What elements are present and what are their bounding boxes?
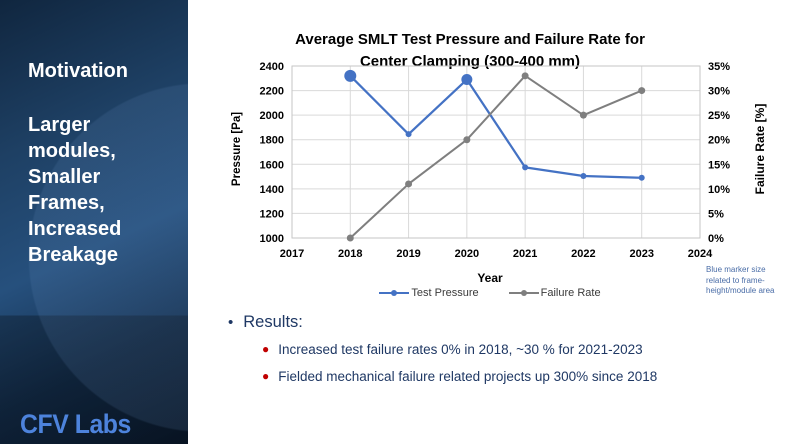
results-bullet-1-text: Increased test failure rates 0% in 2018,… (278, 342, 643, 357)
failure-rate-marker-icon (508, 290, 539, 296)
legend-label-test-pressure: Test Pressure (411, 287, 479, 299)
svg-text:10%: 10% (708, 184, 730, 196)
svg-text:2018: 2018 (338, 248, 362, 260)
gridlines (291, 65, 701, 239)
svg-text:1400: 1400 (260, 184, 284, 196)
svg-text:20%: 20% (708, 135, 730, 147)
y-axis-label-right: Failure Rate [%] (753, 103, 767, 195)
svg-text:2022: 2022 (571, 248, 595, 260)
test-pressure-series (344, 69, 645, 181)
sidebar-subheading: Larger modules, Smaller Frames, Increase… (28, 114, 122, 266)
legend-label-failure-rate: Failure Rate (540, 287, 601, 299)
chart-legend: Test Pressure Failure Rate (230, 287, 750, 299)
svg-text:2024: 2024 (688, 248, 713, 260)
svg-text:2000: 2000 (260, 110, 284, 122)
results-bullet-2-text: Fielded mechanical failure related proje… (278, 369, 658, 384)
legend-item-test-pressure: Test Pressure (379, 287, 479, 299)
svg-text:2019: 2019 (396, 248, 420, 260)
results-bullet-1: ● Increased test failure rates 0% in 201… (262, 340, 724, 359)
svg-text:1200: 1200 (260, 208, 284, 220)
chart-title: Average SMLT Test Pressure and Failure R… (250, 29, 690, 73)
results-bullet-2: ● Fielded mechanical failure related pro… (262, 367, 724, 386)
failure-rate-point-2023 (638, 87, 646, 95)
svg-text:2200: 2200 (260, 86, 284, 98)
sidebar-heading: Motivation (28, 60, 128, 82)
failure-rate-point-2021 (521, 72, 529, 80)
svg-text:5%: 5% (708, 208, 724, 220)
svg-text:1000: 1000 (260, 233, 284, 245)
failure-rate-point-2018 (346, 234, 354, 242)
svg-text:15%: 15% (708, 159, 730, 171)
results-list: ● Increased test failure rates 0% in 201… (262, 340, 724, 394)
chart-title-line-1: Average SMLT Test Pressure and Failure R… (295, 31, 645, 48)
failure-rate-series (346, 72, 646, 242)
failure-rate-point-2022 (579, 111, 587, 119)
cfv-labs-logo: CFV Labs (20, 409, 131, 439)
svg-text:1800: 1800 (260, 135, 284, 147)
marker-size-note: Blue marker size related to frame-height… (706, 265, 775, 295)
red-bullet-icon: ● (262, 342, 270, 356)
test-pressure-point-2020 (461, 74, 473, 86)
x-axis-label: Year (477, 271, 503, 285)
results-heading-label: Results: (243, 313, 303, 331)
svg-text:30%: 30% (708, 86, 730, 98)
legend-item-failure-rate: Failure Rate (508, 287, 601, 299)
sidebar: Motivation Larger modules, Smaller Frame… (0, 0, 188, 444)
svg-text:2021: 2021 (513, 248, 537, 260)
svg-text:2020: 2020 (455, 248, 479, 260)
svg-text:0%: 0% (708, 233, 724, 245)
chart-title-line-2: Center Clamping (300-400 mm) (359, 53, 581, 70)
results-heading: • Results: (228, 313, 303, 332)
svg-text:1600: 1600 (260, 159, 284, 171)
red-bullet-icon: ● (262, 369, 270, 383)
test-pressure-point-2023 (638, 174, 645, 181)
axis-tick-labels: 2400220020001800160014001200100035%30%25… (260, 61, 731, 260)
test-pressure-marker-icon (379, 290, 410, 296)
test-pressure-point-2019 (405, 131, 412, 138)
svg-text:2017: 2017 (280, 248, 304, 260)
y-axis-label-left: Pressure [Pa] (231, 111, 243, 187)
failure-rate-point-2020 (463, 136, 471, 144)
test-pressure-point-2022 (580, 172, 587, 179)
svg-text:2023: 2023 (629, 248, 653, 260)
bullet-dot-icon: • (228, 314, 234, 331)
svg-text:35%: 35% (708, 61, 730, 73)
failure-rate-point-2019 (405, 180, 413, 188)
svg-text:25%: 25% (708, 110, 730, 122)
test-pressure-point-2021 (522, 164, 529, 171)
